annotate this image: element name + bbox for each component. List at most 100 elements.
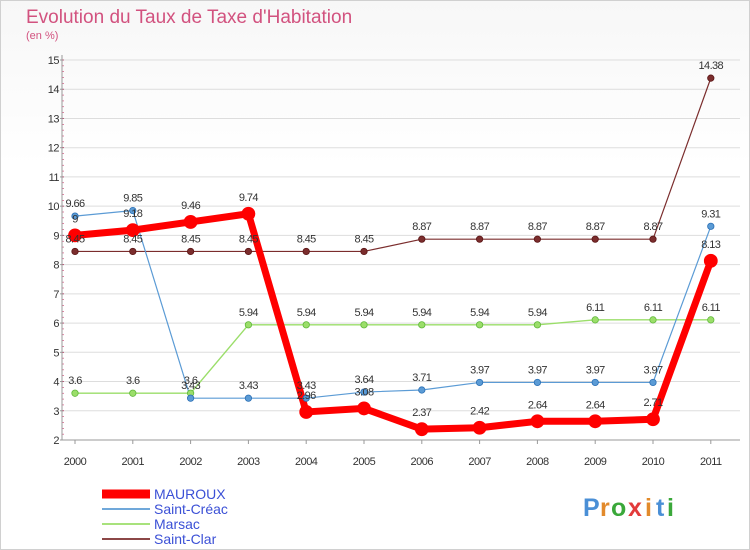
data-label: 8.45 xyxy=(123,233,142,245)
legend-label: Marsac xyxy=(154,516,200,532)
data-point xyxy=(244,321,252,329)
y-tick-label: 5 xyxy=(53,347,59,359)
data-point xyxy=(302,247,310,256)
data-label: 8.45 xyxy=(181,233,200,245)
data-label: 2.71 xyxy=(643,397,662,409)
data-point xyxy=(475,321,484,329)
data-point xyxy=(129,206,137,215)
data-label: 3.43 xyxy=(181,380,200,392)
data-point xyxy=(302,321,310,329)
x-tick-label: 2005 xyxy=(353,456,376,468)
data-label: 8.87 xyxy=(470,221,489,233)
data-label: 3.43 xyxy=(239,380,258,392)
legend-label: MAUROUX xyxy=(154,486,226,502)
data-point xyxy=(360,247,368,256)
data-point xyxy=(591,235,599,243)
data-label: 3.97 xyxy=(528,364,547,376)
data-label: 8.87 xyxy=(586,221,605,233)
data-point xyxy=(649,235,657,243)
data-point xyxy=(475,235,484,243)
y-tick-label: 14 xyxy=(48,84,60,96)
data-label: 3.97 xyxy=(586,364,605,376)
data-label: 9 xyxy=(72,213,78,225)
data-label: 9.31 xyxy=(701,208,720,220)
x-tick-label: 2009 xyxy=(584,456,607,468)
data-point xyxy=(241,206,256,221)
logo-letter: P xyxy=(583,494,600,522)
x-tick-label: 2004 xyxy=(295,456,318,468)
data-point xyxy=(707,74,715,82)
data-point xyxy=(591,378,599,387)
data-label: 3.97 xyxy=(643,364,662,376)
logo-letter: i xyxy=(667,494,674,522)
data-label: 2.64 xyxy=(528,399,547,411)
axes: 2 3 4 5 6 7 8 9 10 11 12 13 14 15 2000 2001 2002 2003 2004… xyxy=(48,55,740,468)
series-lines xyxy=(71,77,715,433)
data-point xyxy=(646,412,660,427)
data-label: 9.18 xyxy=(123,208,142,220)
data-label: 8.87 xyxy=(643,221,662,233)
data-label: 5.94 xyxy=(354,307,373,319)
data-point xyxy=(71,247,79,256)
y-tick-label: 8 xyxy=(53,260,59,272)
data-point xyxy=(129,247,137,256)
data-point xyxy=(302,394,310,402)
x-tick-label: 2008 xyxy=(526,456,549,468)
y-tick-label: 2 xyxy=(53,435,59,447)
data-label: 9.46 xyxy=(181,200,200,212)
series-line-marsac xyxy=(74,319,712,394)
data-label: 3.6 xyxy=(126,375,140,387)
logo-letter: o xyxy=(611,494,626,522)
data-point xyxy=(187,394,195,402)
y-tick-label: 9 xyxy=(53,230,59,242)
data-point xyxy=(533,235,542,243)
logo-letter: r xyxy=(600,494,610,522)
data-point xyxy=(357,401,371,416)
y-tick-label: 11 xyxy=(49,172,60,184)
y-tick-label: 6 xyxy=(53,318,59,330)
y-tick-label: 4 xyxy=(53,377,59,389)
data-points xyxy=(68,74,718,437)
data-point xyxy=(414,422,429,437)
x-tick-label: 2006 xyxy=(411,456,434,468)
data-point xyxy=(649,316,657,324)
data-label: 8.87 xyxy=(412,221,431,233)
data-labels: 9 9.18 9.46 9.74 2.96 3.08 2.37 2.42 2.64 2.64 2.7… xyxy=(65,60,724,419)
data-label: 8.45 xyxy=(65,233,84,245)
data-label: 5.94 xyxy=(412,307,431,319)
data-label: 2.42 xyxy=(470,406,489,418)
data-point xyxy=(360,388,368,396)
series-line-mauroux xyxy=(71,210,715,433)
data-point xyxy=(649,378,657,387)
data-label: 3.6 xyxy=(68,375,82,387)
data-label: 5.94 xyxy=(470,307,489,319)
series-line-saint-clar xyxy=(74,77,712,253)
data-label: 8.45 xyxy=(354,233,373,245)
data-point xyxy=(472,420,487,435)
data-point xyxy=(187,247,195,256)
data-label: 5.94 xyxy=(239,307,258,319)
data-label: 8.45 xyxy=(297,233,316,245)
data-point xyxy=(707,316,715,324)
data-point xyxy=(71,212,79,220)
x-tick-label: 2011 xyxy=(700,456,722,468)
data-point xyxy=(244,247,252,256)
legend-label: Saint-Clar xyxy=(154,531,217,547)
data-point xyxy=(530,414,545,429)
data-label: 3.6 xyxy=(184,375,198,387)
x-tick-label: 2000 xyxy=(64,456,87,468)
data-point xyxy=(299,405,314,419)
data-label: 9.85 xyxy=(123,193,142,205)
data-point xyxy=(418,235,426,243)
legend-label: Saint-Créac xyxy=(154,501,228,517)
y-tick-label: 10 xyxy=(48,201,60,213)
data-label: 3.64 xyxy=(354,374,373,386)
data-label: 6.11 xyxy=(586,302,605,314)
x-tick-label: 2001 xyxy=(122,456,145,468)
data-label: 2.64 xyxy=(586,399,605,411)
y-tick-label: 15 xyxy=(48,55,60,67)
data-point xyxy=(418,386,426,394)
data-point xyxy=(68,228,82,243)
data-label: 6.11 xyxy=(702,302,721,314)
